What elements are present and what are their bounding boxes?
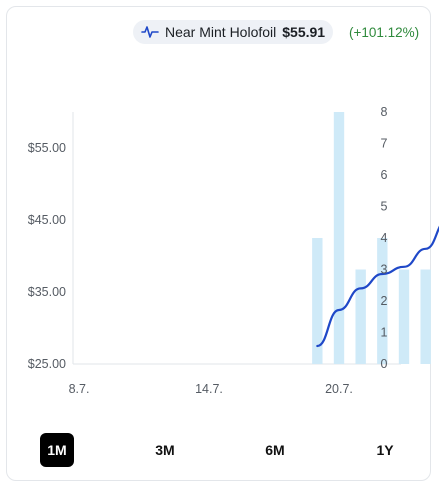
x-axis-tick-label: 20.7. xyxy=(325,382,353,396)
variant-price-pill[interactable]: Near Mint Holofoil $55.91 xyxy=(133,20,334,44)
range-button-3m[interactable]: 3M xyxy=(155,442,175,458)
y2-axis-tick-label: 1 xyxy=(381,326,388,340)
volume-bar xyxy=(312,238,323,364)
price-change-percent: (+101.12%) xyxy=(349,25,420,40)
volume-bar xyxy=(398,269,410,364)
y2-axis-tick-label: 2 xyxy=(381,294,388,308)
time-range-selector: 1M 3M 6M 1Y xyxy=(40,433,400,467)
y2-axis-tick-label: 0 xyxy=(381,357,388,371)
y-axis-tick-label: $35.00 xyxy=(28,285,66,299)
volume-bar xyxy=(355,269,366,364)
range-button-1y[interactable]: 1Y xyxy=(376,442,394,458)
y2-axis-tick-label: 3 xyxy=(381,263,388,277)
trend-line-icon xyxy=(141,25,159,39)
price-line xyxy=(316,225,439,348)
price-history-card xyxy=(6,6,431,481)
x-axis-tick-label: 14.7. xyxy=(195,382,223,396)
x-axis-tick-label: 8.7. xyxy=(69,382,90,396)
volume-bar xyxy=(333,112,345,364)
range-button-6m[interactable]: 6M xyxy=(265,442,285,458)
y-axis-tick-label: $45.00 xyxy=(28,213,66,227)
y2-axis-tick-label: 6 xyxy=(381,168,388,182)
range-button-1m[interactable]: 1M xyxy=(40,433,74,467)
y2-axis-tick-label: 4 xyxy=(381,231,388,245)
y-axis-tick-label: $25.00 xyxy=(28,357,66,371)
current-price: $55.91 xyxy=(282,24,326,40)
y2-axis-tick-label: 5 xyxy=(381,200,388,214)
volume-bar xyxy=(377,238,388,364)
volume-bar xyxy=(420,269,431,364)
y-axis-tick-label: $55.00 xyxy=(28,141,66,155)
variant-label: Near Mint Holofoil xyxy=(165,24,277,40)
y2-axis-tick-label: 7 xyxy=(381,137,388,151)
y2-axis-tick-label: 8 xyxy=(381,105,388,119)
